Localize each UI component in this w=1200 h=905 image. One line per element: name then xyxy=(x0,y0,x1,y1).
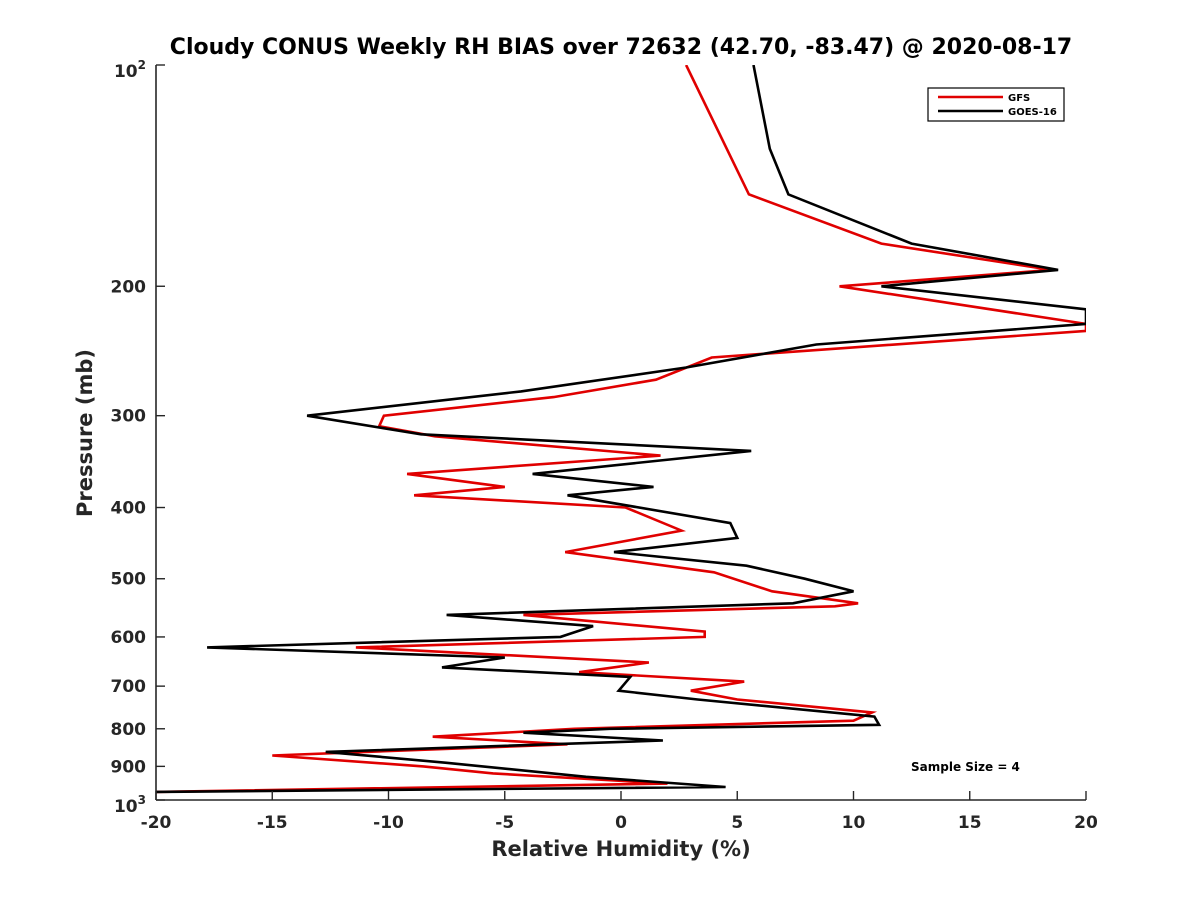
axes: -20 -15 -10 -5 0 5 10 15 20 102 200 300 400 500 600 700… xyxy=(111,58,1098,833)
series-line-goes16 xyxy=(156,65,1086,794)
x-tick-label: -10 xyxy=(373,813,404,833)
x-tick-label: 15 xyxy=(958,813,982,833)
x-tick-label: 0 xyxy=(615,813,627,833)
series-line-gfs xyxy=(156,65,1086,794)
y-tick-label: 300 xyxy=(111,407,147,427)
x-axis-label: Relative Humidity (%) xyxy=(491,837,750,861)
x-tick-label: -15 xyxy=(257,813,288,833)
legend-label-goes16: GOES-16 xyxy=(1008,107,1057,118)
chart-title: Cloudy CONUS Weekly RH BIAS over 72632 (… xyxy=(170,35,1072,60)
y-tick-label: 800 xyxy=(111,720,147,740)
x-tick-label: -20 xyxy=(141,813,172,833)
y-tick-label: 700 xyxy=(111,677,147,697)
y-tick-label: 900 xyxy=(111,757,147,777)
x-tick-label: 10 xyxy=(842,813,866,833)
y-tick-label: 500 xyxy=(111,570,147,590)
x-tick-label: 20 xyxy=(1074,813,1098,833)
x-tick-label: 5 xyxy=(731,813,743,833)
y-tick-label: 102 xyxy=(114,58,146,82)
x-tick-label: -5 xyxy=(495,813,514,833)
legend-label-gfs: GFS xyxy=(1008,93,1030,104)
y-tick-label: 400 xyxy=(111,499,147,519)
plot-area xyxy=(156,65,1086,794)
y-axis-label: Pressure (mb) xyxy=(73,349,97,517)
y-tick-label: 103 xyxy=(114,793,146,817)
y-tick-label: 200 xyxy=(111,277,147,297)
sample-size-annotation: Sample Size = 4 xyxy=(911,760,1020,774)
legend: GFS GOES-16 xyxy=(927,87,1065,122)
y-tick-label: 600 xyxy=(111,628,147,648)
legend-box xyxy=(927,87,1065,122)
